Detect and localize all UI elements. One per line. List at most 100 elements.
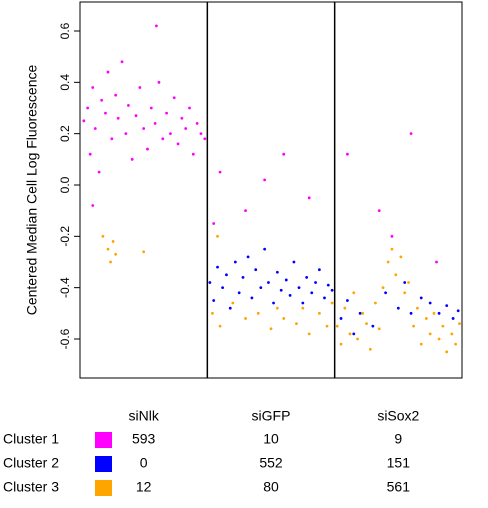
point — [339, 342, 343, 346]
point — [101, 234, 105, 238]
point — [458, 322, 461, 325]
point — [343, 306, 347, 310]
point — [292, 260, 296, 264]
point — [241, 275, 245, 279]
point — [244, 209, 247, 213]
point — [231, 301, 235, 305]
point — [126, 104, 130, 107]
point — [282, 317, 286, 320]
point — [279, 288, 283, 292]
point — [424, 317, 428, 320]
point — [161, 137, 165, 141]
point — [221, 286, 225, 290]
point — [352, 291, 356, 295]
point — [228, 306, 232, 310]
point — [134, 114, 138, 118]
point — [323, 296, 326, 300]
point — [352, 332, 356, 336]
point — [138, 86, 142, 89]
point — [297, 286, 301, 290]
point — [384, 291, 387, 295]
count-cell: 593 — [132, 431, 156, 447]
y-tick-label: 0.6 — [58, 22, 72, 39]
point — [377, 327, 381, 331]
color-swatch — [95, 432, 112, 448]
point — [275, 270, 279, 274]
point — [409, 311, 413, 315]
point — [325, 324, 329, 328]
point — [282, 152, 286, 156]
point — [371, 324, 375, 328]
point — [317, 268, 321, 272]
y-tick-label: -0.6 — [58, 328, 72, 349]
plot-frame — [79, 1, 463, 379]
point — [172, 96, 176, 100]
point — [203, 137, 207, 141]
point — [403, 281, 407, 284]
point — [396, 306, 400, 310]
point — [432, 311, 436, 315]
point — [86, 106, 90, 110]
point — [244, 317, 247, 320]
point — [267, 281, 270, 284]
point — [237, 291, 241, 295]
point — [246, 255, 250, 259]
point — [437, 337, 441, 341]
point — [348, 332, 352, 336]
point — [100, 98, 104, 102]
point — [394, 273, 398, 277]
point — [419, 296, 423, 300]
point — [218, 170, 222, 174]
point — [381, 286, 385, 290]
point — [412, 324, 416, 328]
point — [435, 260, 438, 264]
point — [157, 80, 161, 84]
point — [97, 170, 101, 174]
count-cell: 561 — [387, 479, 411, 495]
point — [250, 296, 254, 300]
point — [272, 301, 275, 305]
y-tick-label: -0.2 — [58, 226, 72, 247]
point — [288, 293, 292, 297]
point — [256, 311, 260, 315]
point — [275, 306, 279, 310]
point — [195, 121, 199, 125]
point — [225, 273, 228, 277]
point — [295, 322, 298, 325]
point — [106, 247, 110, 251]
y-axis-label: Centered Median Cell Log Fluorescence — [24, 64, 40, 315]
count-cell: 9 — [394, 431, 402, 447]
point — [307, 196, 311, 200]
count-cell: 10 — [263, 431, 279, 447]
point — [307, 332, 311, 336]
point — [88, 152, 92, 156]
point — [208, 281, 212, 284]
point — [254, 268, 258, 272]
point — [346, 152, 349, 156]
point — [356, 337, 359, 341]
color-swatch — [95, 456, 112, 472]
row-label: Cluster 1 — [3, 431, 59, 447]
point — [403, 291, 407, 295]
point — [199, 132, 203, 136]
point — [153, 121, 157, 125]
point — [409, 132, 413, 136]
point — [191, 152, 195, 156]
point — [216, 265, 219, 269]
point — [419, 342, 423, 346]
point — [212, 222, 216, 225]
point — [284, 278, 288, 282]
count-cell: 80 — [263, 479, 279, 495]
color-swatch — [95, 480, 112, 496]
point — [233, 260, 237, 264]
column-header: siGFP — [252, 408, 291, 424]
point — [120, 60, 124, 64]
y-tick-label: -0.4 — [58, 277, 72, 298]
point — [114, 93, 118, 97]
point — [346, 299, 349, 302]
point — [176, 142, 180, 146]
point — [368, 347, 372, 351]
point — [263, 247, 267, 251]
point — [317, 311, 321, 315]
